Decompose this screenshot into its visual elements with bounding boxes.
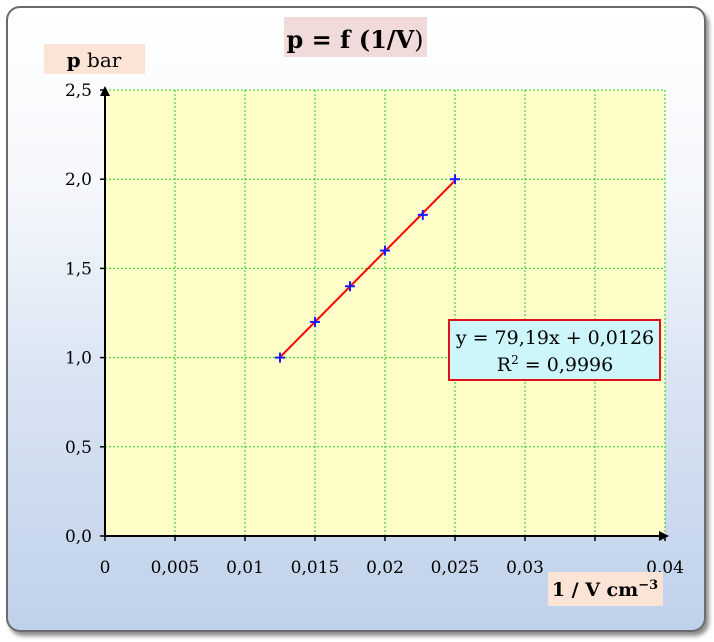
- y-axis-label: p bar: [67, 48, 122, 72]
- trendline: [279, 179, 456, 358]
- y-tick-label: 1,0: [65, 349, 92, 369]
- y-axis-arrow: [100, 86, 110, 96]
- chart-title: p = f (1/V): [286, 25, 423, 54]
- data-point: [417, 209, 428, 220]
- trendline-r2: R2 = 0,9996: [497, 353, 613, 376]
- y-tick-label: 0,5: [65, 438, 92, 458]
- y-tick-label: 2,0: [65, 170, 92, 190]
- y-tick-label: 2,5: [65, 81, 92, 101]
- x-tick-label: 0,015: [291, 558, 340, 578]
- title-box: [284, 17, 427, 57]
- y-axis-label-box: [44, 44, 145, 74]
- x-tick-label: 0,005: [151, 558, 200, 578]
- x-axis-arrow: [659, 531, 669, 541]
- data-points: [275, 174, 460, 363]
- x-axis-label-box: [548, 572, 663, 606]
- x-tick-label: 0: [100, 558, 111, 578]
- trendline-equation: y = 79,19x + 0,0126: [455, 327, 654, 349]
- x-tick-labels: 0 0,005 0,01 0,015 0,02 0,025 0,03 0,04: [100, 558, 684, 578]
- x-tick-label: 0,025: [431, 558, 480, 578]
- data-point: [380, 245, 390, 256]
- grid: [105, 89, 666, 536]
- data-point: [275, 352, 285, 363]
- plot-area: [105, 90, 665, 536]
- equation-box: [448, 319, 661, 381]
- x-tick-label: 0,02: [366, 558, 404, 578]
- axes: [100, 86, 669, 541]
- y-tick-label: 0,0: [65, 527, 92, 547]
- data-point: [345, 281, 355, 292]
- y-tick-label: 1,5: [65, 259, 92, 279]
- x-tick-label: 0,03: [506, 558, 544, 578]
- data-point: [310, 316, 320, 327]
- data-point: [450, 174, 460, 185]
- trendline-group: [279, 179, 456, 358]
- y-tick-labels: 0,0 0,5 1,0 1,5 2,0 2,5: [65, 81, 92, 547]
- x-axis-label: 1 / V cm−3: [552, 578, 658, 601]
- x-tick-label: 0,01: [226, 558, 264, 578]
